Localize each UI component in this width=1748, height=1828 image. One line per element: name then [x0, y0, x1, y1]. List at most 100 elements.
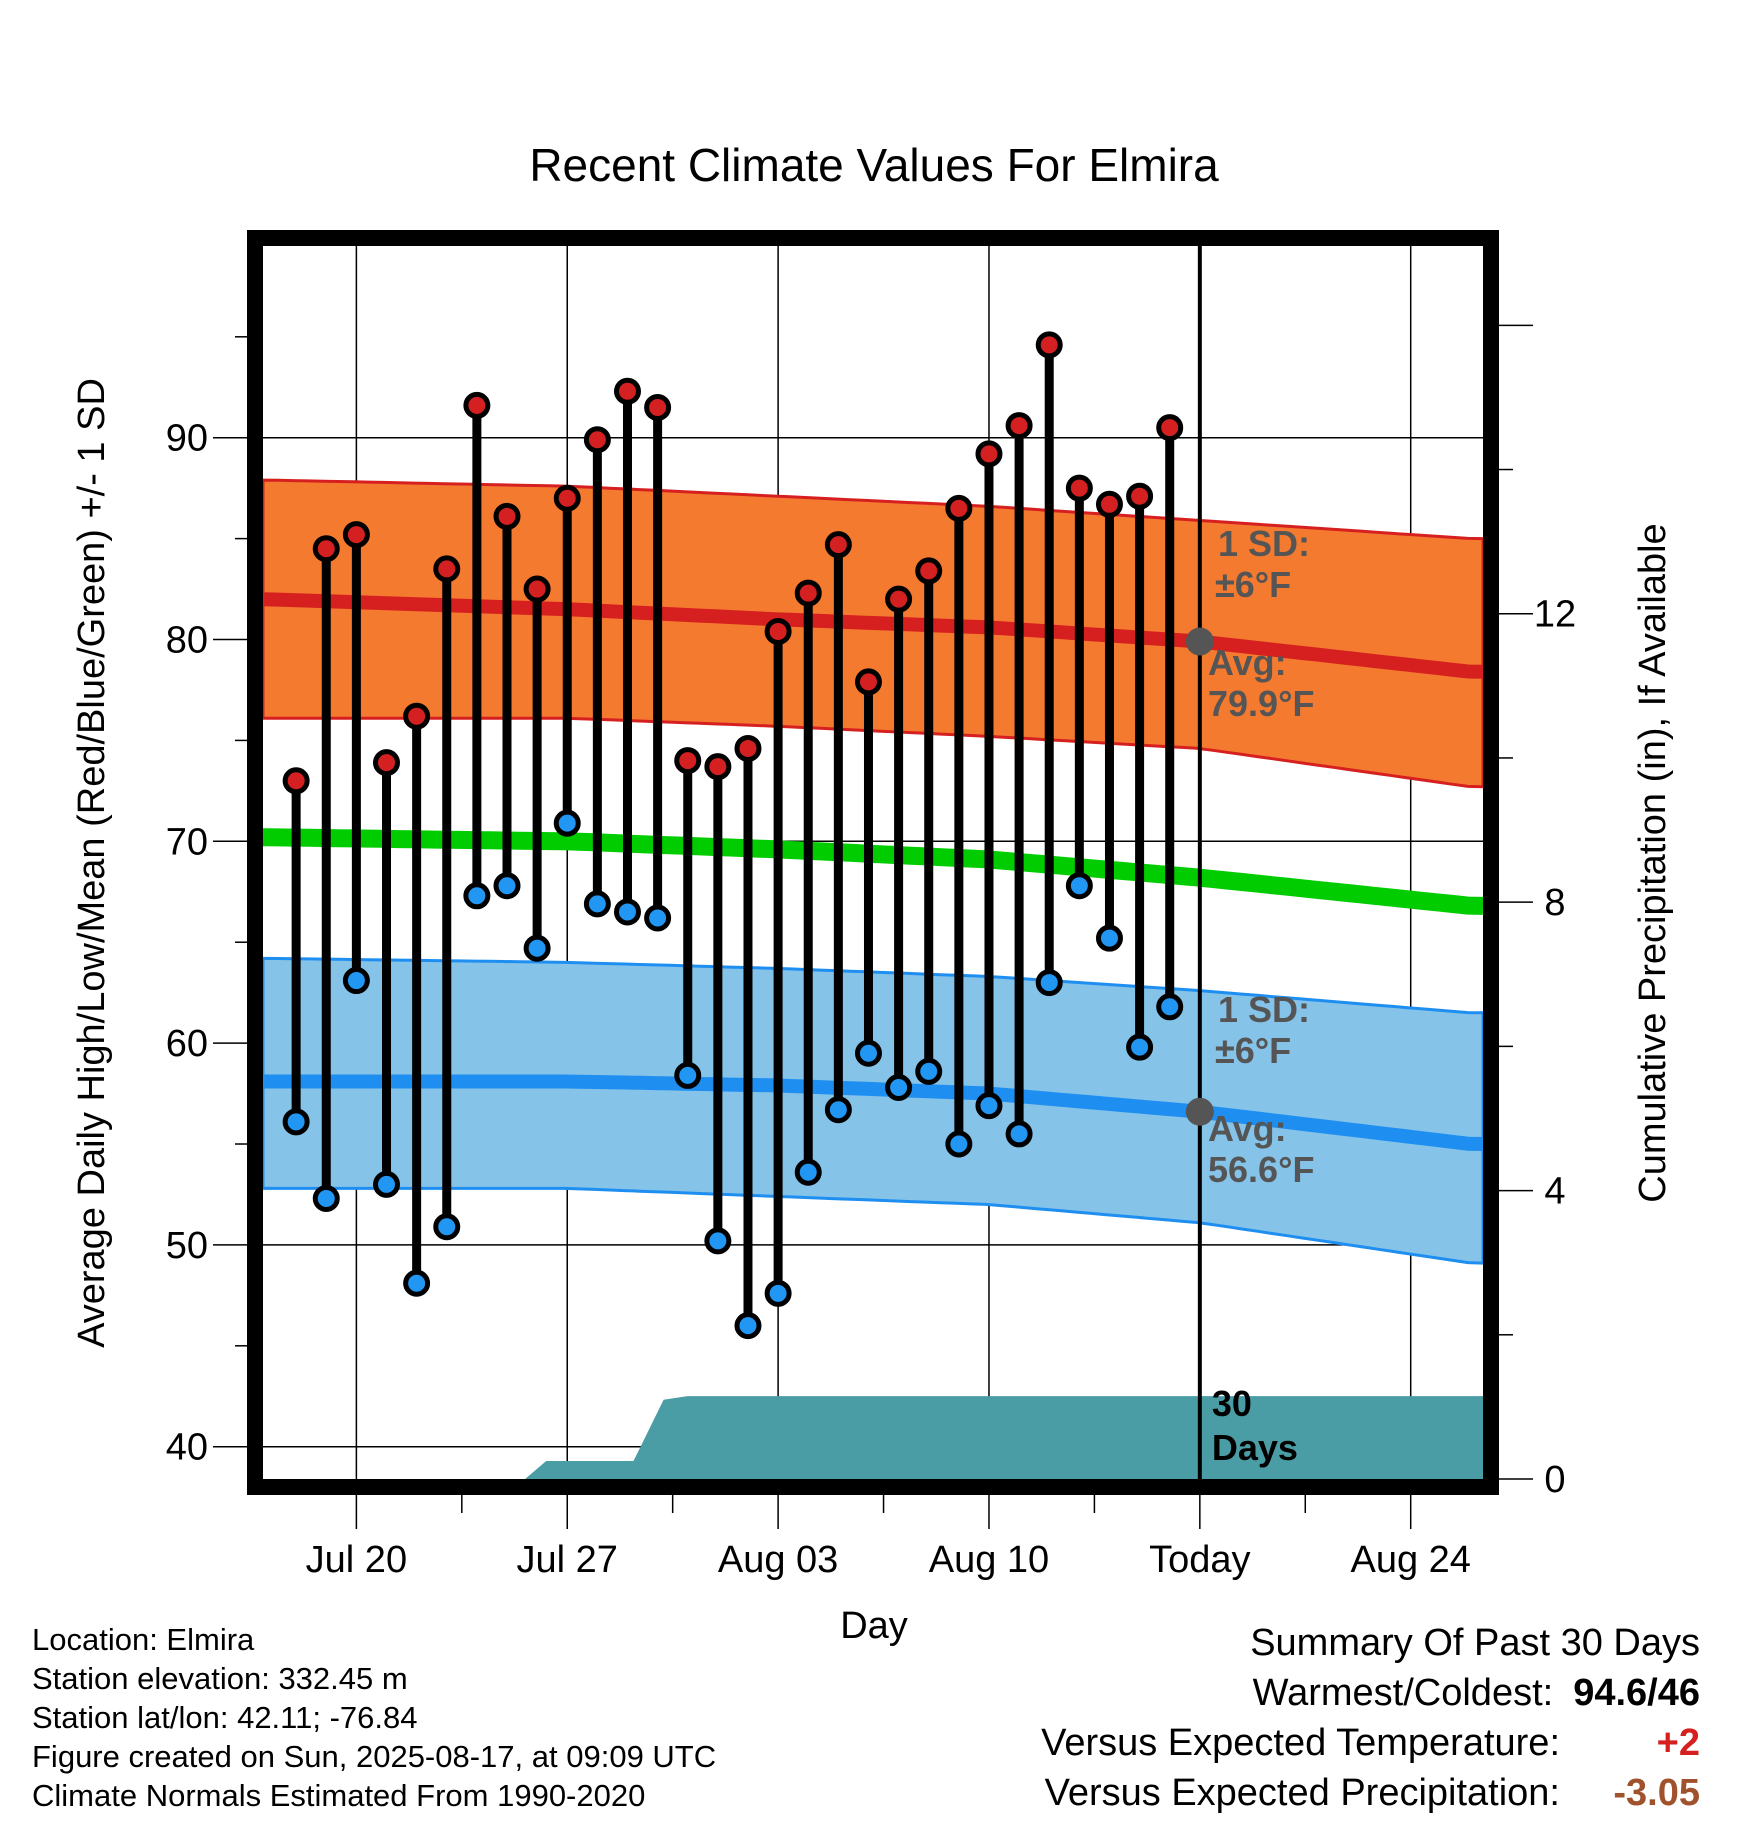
high-avg-value: 79.9°F — [1208, 683, 1314, 724]
y-tick-label: 80 — [166, 620, 208, 662]
low-temp-point — [915, 1057, 943, 1085]
high-temp-point — [1065, 474, 1093, 502]
high-temp-point — [734, 734, 762, 762]
high-temp-point — [1005, 412, 1033, 440]
y2-tick-label: 4 — [1544, 1171, 1565, 1213]
low-temp-point — [1005, 1120, 1033, 1148]
today-days-label: Days — [1212, 1427, 1298, 1468]
high-avg-label: Avg: — [1208, 642, 1287, 683]
summary-row-warmest: Warmest/Coldest: 94.6/46 — [1041, 1668, 1700, 1718]
high-temp-point — [945, 494, 973, 522]
high-sd-label: 1 SD: — [1218, 523, 1310, 564]
low-sd-label: 1 SD: — [1218, 989, 1310, 1030]
x-tick-label: Aug 10 — [929, 1539, 1049, 1581]
low-temp-point — [794, 1158, 822, 1186]
low-temp-point — [553, 809, 581, 837]
low-temp-point — [493, 872, 521, 900]
low-temp-point — [644, 904, 672, 932]
high-temp-point — [854, 668, 882, 696]
low-temp-point — [945, 1130, 973, 1158]
low-temp-point — [975, 1092, 1003, 1120]
today-low-avg-marker — [1185, 1097, 1214, 1126]
low-temp-point — [824, 1096, 852, 1124]
summary-panel: Summary Of Past 30 Days Warmest/Coldest:… — [1041, 1618, 1700, 1818]
latlon-text: Station lat/lon: 42.11; -76.84 — [32, 1700, 418, 1735]
high-temp-point — [463, 391, 491, 419]
low-temp-point — [885, 1074, 913, 1102]
high-temp-point — [975, 440, 1003, 468]
high-temp-point — [312, 535, 340, 563]
y2-axis-label: Cumulative Precipitation (in), If Availa… — [1632, 523, 1674, 1202]
warmest-value: 94.6/46 — [1573, 1672, 1700, 1714]
low-temp-point — [734, 1312, 762, 1340]
y2-tick-label: 12 — [1534, 594, 1576, 636]
low-sd-band — [263, 956, 1483, 1265]
station-info: Location: Elmira Station elevation: 332.… — [32, 1620, 716, 1815]
high-temp-point — [1156, 414, 1184, 442]
low-temp-point — [403, 1269, 431, 1297]
low-temp-point — [1126, 1033, 1154, 1061]
precipitation-area — [266, 1396, 1483, 1479]
today-days-number: 30 — [1212, 1383, 1252, 1424]
low-temp-point — [674, 1061, 702, 1089]
low-temp-point — [312, 1184, 340, 1212]
high-temp-point — [433, 555, 461, 583]
y-tick-label: 50 — [166, 1225, 208, 1267]
low-temp-point — [523, 934, 551, 962]
high-temp-point — [764, 617, 792, 645]
high-temp-point — [403, 702, 431, 730]
normals-text: Climate Normals Estimated From 1990-2020 — [32, 1778, 646, 1813]
low-avg-label: Avg: — [1208, 1108, 1287, 1149]
low-sd-value: ±6°F — [1215, 1030, 1291, 1071]
low-avg-value: 56.6°F — [1208, 1149, 1314, 1190]
high-temp-point — [915, 557, 943, 585]
location-text: Location: Elmira — [32, 1622, 255, 1657]
summary-title: Summary Of Past 30 Days — [1250, 1622, 1700, 1664]
high-temp-point — [1095, 490, 1123, 518]
x-axis-label: Day — [840, 1605, 908, 1647]
high-temp-point — [282, 767, 310, 795]
low-temp-point — [1095, 924, 1123, 952]
mean-normal-line — [263, 828, 1483, 915]
y2-tick-label: 8 — [1544, 882, 1565, 924]
precip-label: Versus Expected Precipitation: — [1044, 1772, 1560, 1814]
low-temp-point — [1065, 872, 1093, 900]
high-temp-point — [885, 585, 913, 613]
low-temp-point — [1035, 969, 1063, 997]
low-normal-line — [263, 1074, 1483, 1151]
high-temp-point — [704, 753, 732, 781]
summary-row-temp: Versus Expected Temperature: +2 — [1041, 1718, 1700, 1768]
high-temp-point — [1035, 331, 1063, 359]
high-temp-point — [613, 377, 641, 405]
high-temp-point — [1126, 482, 1154, 510]
x-tick-label: Today — [1149, 1539, 1250, 1581]
high-temp-point — [644, 393, 672, 421]
low-temp-point — [613, 898, 641, 926]
x-tick-label: Aug 03 — [718, 1539, 838, 1581]
plot-frame — [247, 230, 1499, 1495]
chart-title: Recent Climate Values For Elmira — [529, 139, 1219, 191]
low-temp-point — [342, 967, 370, 995]
high-normal-line — [263, 592, 1483, 679]
x-tick-label: Jul 27 — [517, 1539, 618, 1581]
created-text: Figure created on Sun, 2025-08-17, at 09… — [32, 1739, 717, 1774]
y-tick-label: 90 — [166, 418, 208, 460]
high-temp-point — [674, 747, 702, 775]
y-tick-label: 40 — [166, 1427, 208, 1469]
temp-value: +2 — [1656, 1722, 1700, 1764]
low-temp-point — [854, 1039, 882, 1067]
high-temp-point — [824, 531, 852, 559]
low-temp-point — [583, 890, 611, 918]
high-temp-point — [553, 484, 581, 512]
precip-value: -3.05 — [1613, 1772, 1700, 1814]
y-tick-label: 60 — [166, 1023, 208, 1065]
low-temp-point — [282, 1108, 310, 1136]
x-tick-label: Aug 24 — [1350, 1539, 1470, 1581]
high-temp-point — [523, 575, 551, 603]
warmest-label: Warmest/Coldest: — [1252, 1672, 1554, 1714]
high-temp-point — [583, 426, 611, 454]
high-temp-point — [493, 502, 521, 530]
high-temp-point — [342, 521, 370, 549]
x-tick-label: Jul 20 — [306, 1539, 407, 1581]
